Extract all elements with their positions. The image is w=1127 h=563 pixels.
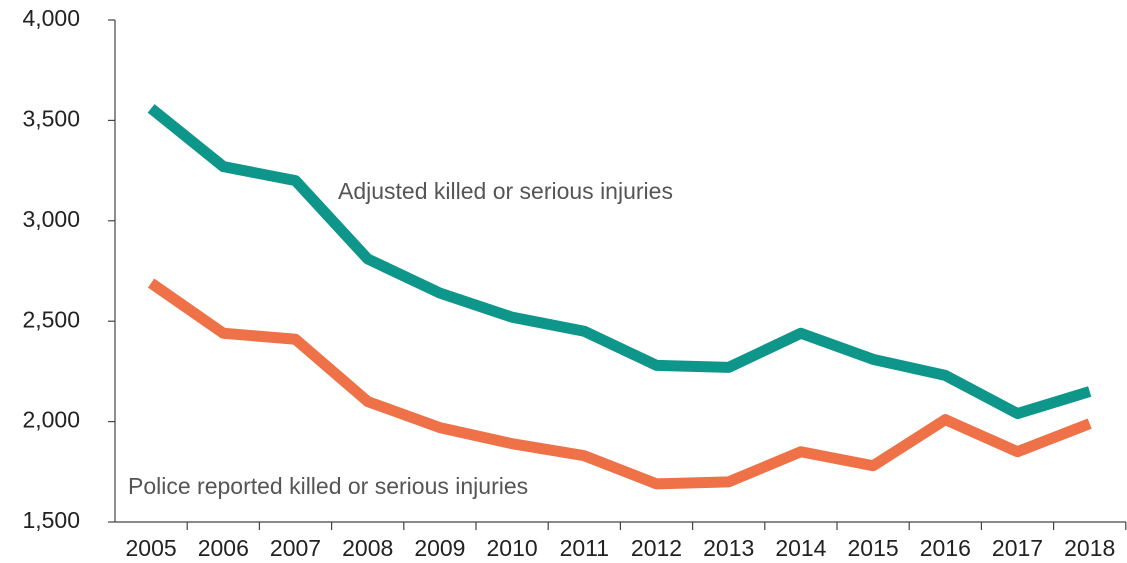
x-tick-label: 2010 [487, 535, 538, 561]
x-tick-label: 2012 [631, 535, 682, 561]
x-tick-label: 2015 [848, 535, 899, 561]
y-tick-label: 2,500 [22, 306, 80, 332]
x-tick-label: 2017 [992, 535, 1043, 561]
line-series [147, 278, 1092, 490]
x-tick-label: 2018 [1064, 535, 1115, 561]
series-label: Adjusted killed or serious injuries [338, 178, 673, 204]
x-tick-label: 2006 [198, 535, 249, 561]
series-label: Police reported killed or serious injuri… [128, 473, 528, 499]
x-tick-label: 2016 [920, 535, 971, 561]
line-series [147, 104, 1092, 420]
y-tick-label: 4,000 [22, 5, 80, 31]
x-tick-label: 2009 [414, 535, 465, 561]
y-tick-label: 1,500 [22, 507, 80, 533]
y-tick-label: 3,500 [22, 105, 80, 131]
x-tick-label: 2007 [270, 535, 321, 561]
y-tick-label: 3,000 [22, 206, 80, 232]
x-tick-label: 2008 [342, 535, 393, 561]
x-tick-label: 2013 [703, 535, 754, 561]
y-tick-label: 2,000 [22, 407, 80, 433]
x-tick-label: 2014 [775, 535, 826, 561]
x-tick-label: 2011 [560, 535, 609, 561]
x-tick-label: 2005 [126, 535, 177, 561]
